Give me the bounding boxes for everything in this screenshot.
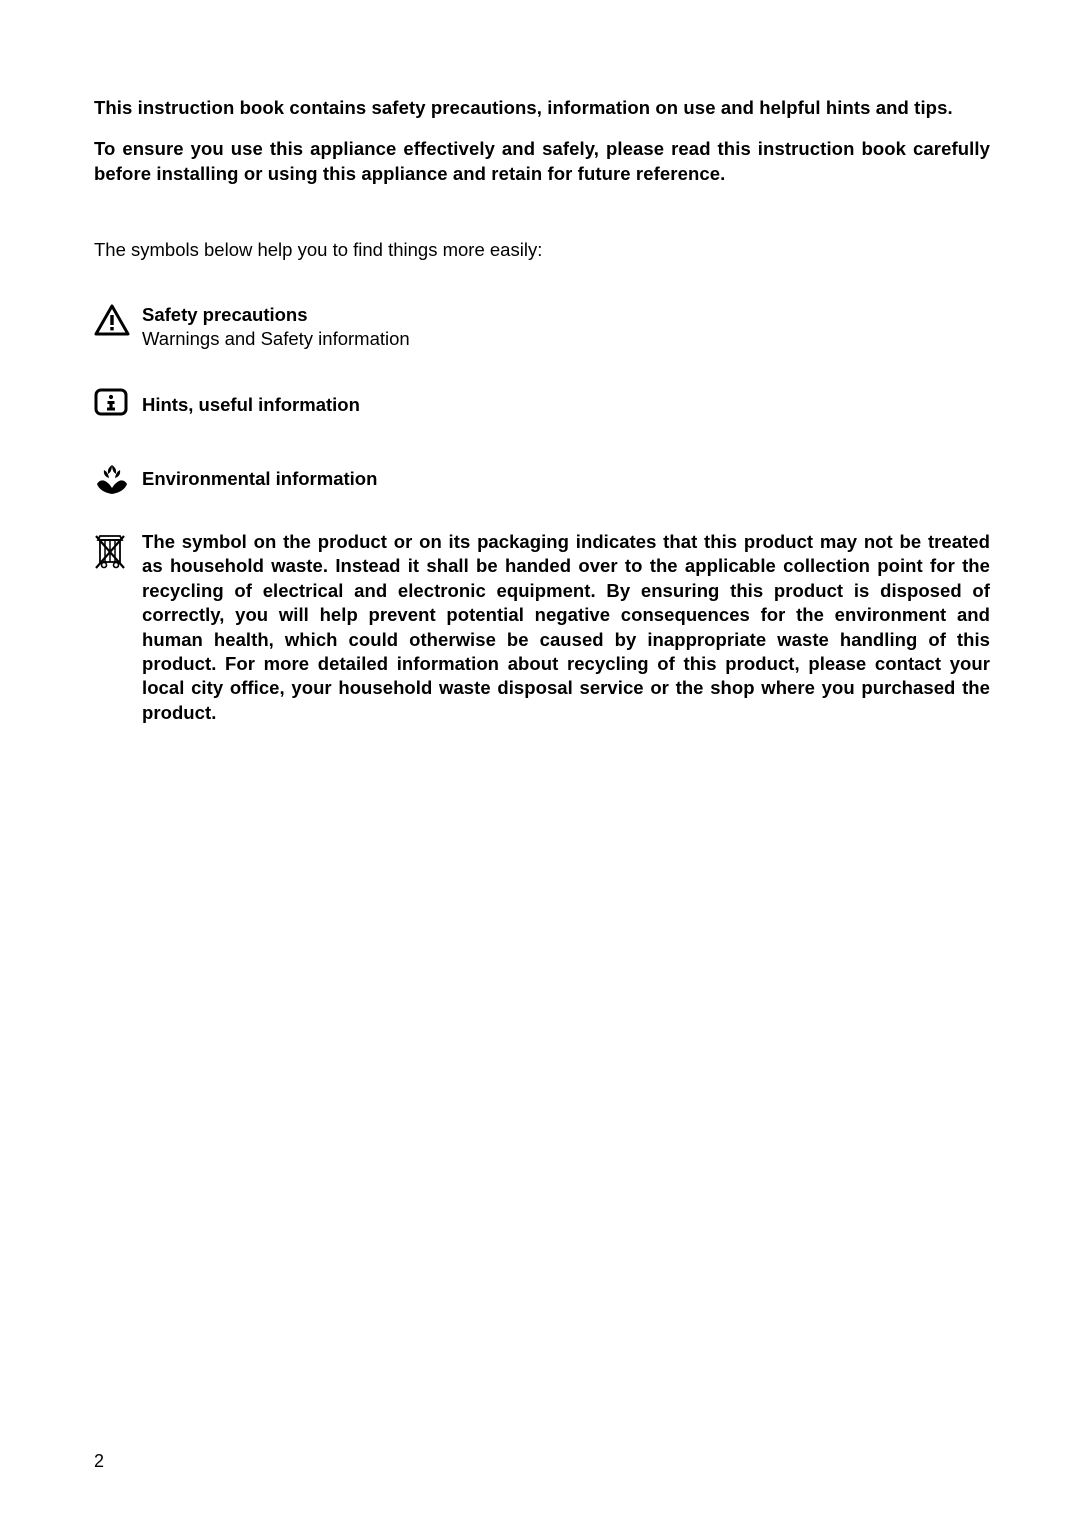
warning-triangle-icon	[94, 303, 142, 336]
lead-text: The symbols below help you to find thing…	[94, 239, 990, 261]
flower-hands-icon	[94, 461, 142, 496]
page: This instruction book contains safety pr…	[0, 0, 1080, 1528]
recycle-text: The symbol on the product or on its pack…	[142, 530, 990, 725]
intro-line-1: This instruction book contains safety pr…	[94, 96, 990, 121]
recycle-row: The symbol on the product or on its pack…	[94, 530, 990, 725]
info-box-icon	[94, 387, 142, 416]
safety-subtitle: Warnings and Safety information	[142, 327, 990, 351]
intro-line-2: To ensure you use this appliance effecti…	[94, 137, 990, 187]
recycle-body: The symbol on the product or on its pack…	[142, 530, 990, 725]
hints-row: Hints, useful information	[94, 387, 990, 417]
safety-row: Safety precautions Warnings and Safety i…	[94, 303, 990, 351]
safety-text: Safety precautions Warnings and Safety i…	[142, 303, 990, 351]
safety-title: Safety precautions	[142, 303, 990, 327]
hints-text: Hints, useful information	[142, 387, 990, 417]
page-number: 2	[94, 1451, 104, 1472]
crossed-bin-icon	[94, 530, 142, 572]
env-title: Environmental information	[142, 461, 990, 491]
hints-title: Hints, useful information	[142, 387, 990, 417]
env-text: Environmental information	[142, 461, 990, 491]
env-row: Environmental information	[94, 461, 990, 496]
